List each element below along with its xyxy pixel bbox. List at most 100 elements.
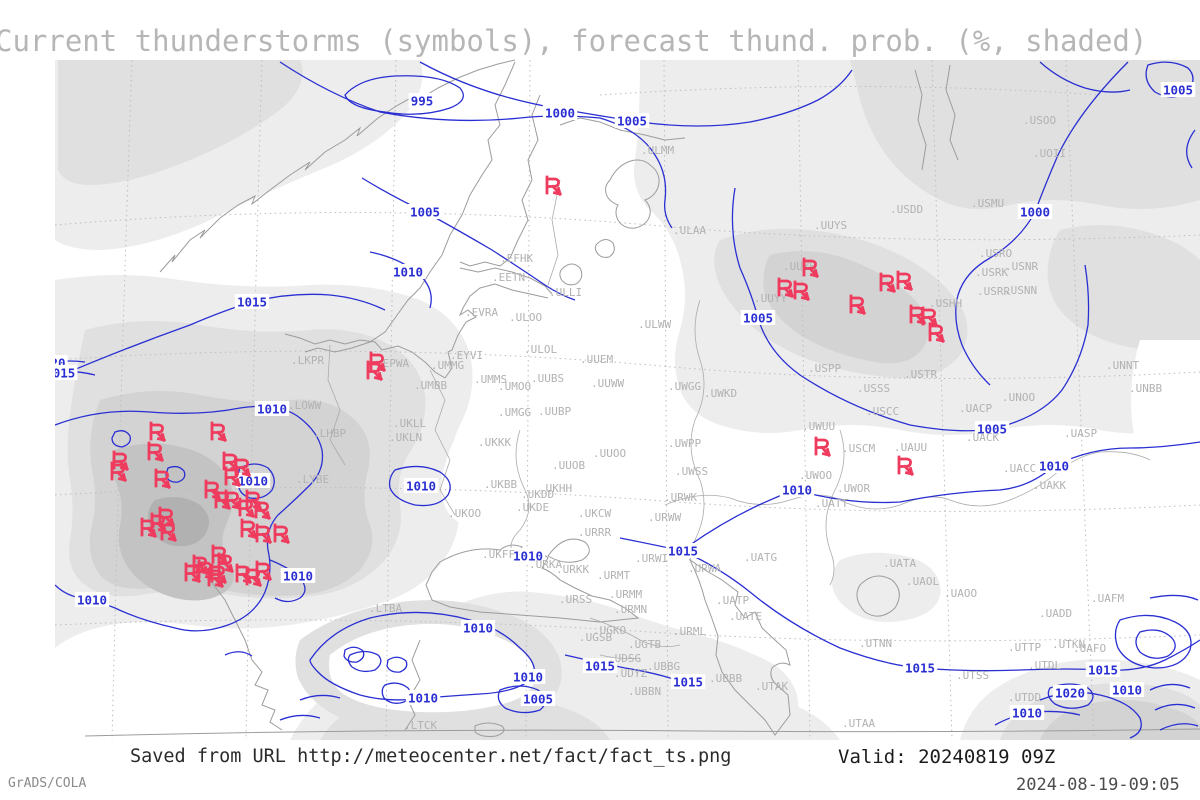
station-label: .UATT [815, 497, 848, 510]
station-label: .UUWW [591, 377, 624, 390]
station-label: .UUOO [593, 447, 626, 460]
isobar-label-box [665, 543, 701, 558]
saved-url-text: Saved from URL http://meteocenter.net/fa… [130, 746, 732, 767]
isobar-label: 1010 [77, 593, 107, 608]
station-label: .UUEM [580, 353, 613, 366]
station-label: .UWSS [675, 465, 708, 478]
station-label: .UATE [729, 610, 762, 623]
station-label: .LTBA [369, 602, 402, 615]
isobar-label: 1000 [1020, 205, 1050, 220]
station-label: .UMOO [498, 380, 531, 393]
station-label: .UKDE [516, 501, 549, 514]
station-label: .URRR [578, 526, 611, 539]
isobar-label: 1010 [782, 483, 812, 498]
isobar-label-box [407, 204, 443, 219]
station-label: .UBBG [647, 660, 680, 673]
station-label: .UKDD [521, 488, 554, 501]
isobar-label-box [405, 690, 441, 705]
isobar-label-box [1085, 662, 1121, 677]
isobar-label-box [403, 478, 439, 493]
isobar-label-box [1017, 204, 1053, 219]
station-label: .UNNT [1106, 359, 1139, 372]
isobar-label-box [779, 482, 815, 497]
station-label: .ULOL [524, 343, 557, 356]
station-label: .UACK [966, 431, 999, 444]
station-labels: .ULMM .ULAA .USDD .USOO .UOII .USMU .USRO.USNR… [288, 114, 1162, 732]
station-label: .UAFM [1091, 592, 1124, 605]
isobar-label: 1010 [513, 670, 543, 685]
station-label: .USNN [1004, 284, 1037, 297]
station-label: .USOO [1023, 114, 1056, 127]
station-label: .UKFF [482, 548, 515, 561]
station-label: .UWGG [668, 380, 701, 393]
station-label: .UKLN [389, 431, 422, 444]
isobar-label: 1010 [463, 621, 493, 636]
isobar-label: 1005 [523, 692, 553, 707]
page-title: Current thunderstorms (symbols), forecas… [0, 24, 1148, 58]
station-label: .USCC [866, 405, 899, 418]
station-label: .URSS [559, 593, 592, 606]
station-label: .UTDL [1028, 659, 1061, 672]
station-label: .UWUU [802, 420, 835, 433]
station-label: .USSS [857, 382, 890, 395]
isobar-label-box [235, 473, 271, 488]
thunderstorm-icon [897, 455, 914, 476]
station-label: .UADD [1039, 607, 1072, 620]
probability-shading [55, 60, 1200, 740]
isobar-label-box [280, 568, 316, 583]
station-label: .URWI [635, 552, 668, 565]
station-label: .UTKN [1052, 638, 1085, 651]
station-label: .UAFO [1073, 642, 1106, 655]
isobar-label: 1010 [257, 402, 287, 417]
isobar-label-box [1109, 682, 1145, 697]
station-label: .UASP [1064, 427, 1097, 440]
station-label: .UDSG [608, 652, 641, 665]
station-label: .USDD [890, 203, 923, 216]
station-label: .UAKK [1033, 479, 1066, 492]
isobar-label: 1015 [673, 675, 703, 690]
station-label: .USNR [1005, 260, 1038, 273]
isobar-label: 1010 [393, 265, 423, 280]
station-label: .UAOO [944, 587, 977, 600]
thunderstorm-icon [545, 175, 562, 196]
station-label: .EYVI [450, 349, 483, 362]
station-label: .URMN [614, 603, 647, 616]
station-label: .UUBS [531, 372, 564, 385]
isobar-label-box [1052, 685, 1088, 700]
station-label: .UKBB [484, 478, 517, 491]
isobar-label: 1015 [585, 659, 615, 674]
timestamp-text: 2024-08-19-09:05 [1016, 775, 1180, 795]
station-label: .UBBB [709, 672, 742, 685]
isobar-label-box [520, 691, 556, 706]
station-label: .USPP [808, 362, 841, 375]
isobar-label: 1010 [1012, 706, 1042, 721]
isobar-label: 1005 [410, 205, 440, 220]
station-label: .UWOO [799, 469, 832, 482]
isobar-label-box [542, 105, 578, 120]
station-label: .UATG [744, 551, 777, 564]
grads-credit-text: GrADS/COLA [8, 776, 87, 791]
station-label: .UTAK [755, 680, 788, 693]
station-label: .UNOO [1002, 391, 1035, 404]
isobar-label-box [582, 658, 618, 673]
isobar-label: 1005 [1163, 83, 1193, 98]
station-label: .EFHK [500, 252, 533, 265]
isobar-label-box [55, 365, 78, 380]
station-label: .UWPP [668, 437, 701, 450]
isobar-label-box [1009, 705, 1045, 720]
station-label: .USTR [904, 368, 937, 381]
station-label: .USRK [975, 266, 1008, 279]
station-label: .UATP [716, 594, 749, 607]
station-label: .LOWW [288, 399, 321, 412]
station-label: .UKHH [539, 482, 572, 495]
isobar-label: 1010 [408, 691, 438, 706]
station-label: .UGSB [579, 631, 612, 644]
isobar-label-box [234, 294, 270, 309]
station-label: .URMM [609, 588, 642, 601]
isobar-label-box [390, 264, 426, 279]
station-label: .USCM [842, 442, 875, 455]
isobar-label: 1010 [1039, 459, 1069, 474]
station-label: .EETN [492, 271, 525, 284]
